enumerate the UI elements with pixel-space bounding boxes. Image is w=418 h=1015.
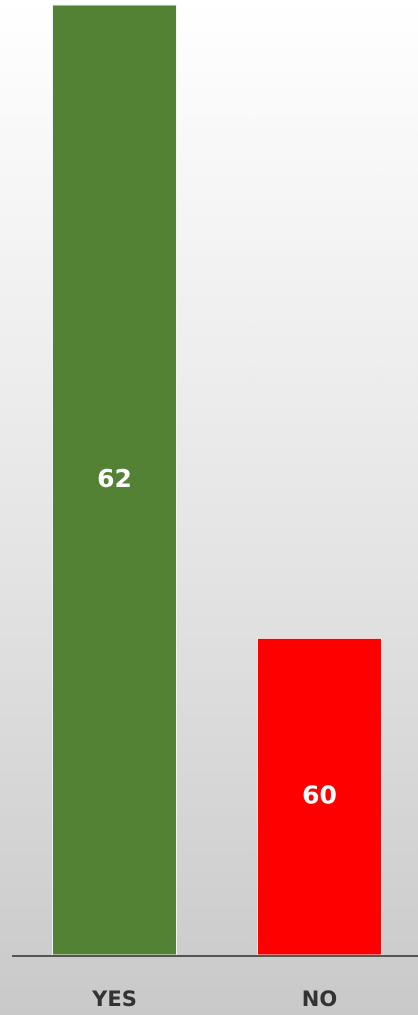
bar [52, 4, 177, 956]
bar [257, 637, 382, 956]
x-tick-label: NO [302, 987, 337, 1011]
data-label: 60 [302, 781, 337, 810]
x-tick-label: YES [91, 987, 137, 1011]
data-label: 62 [97, 464, 132, 493]
